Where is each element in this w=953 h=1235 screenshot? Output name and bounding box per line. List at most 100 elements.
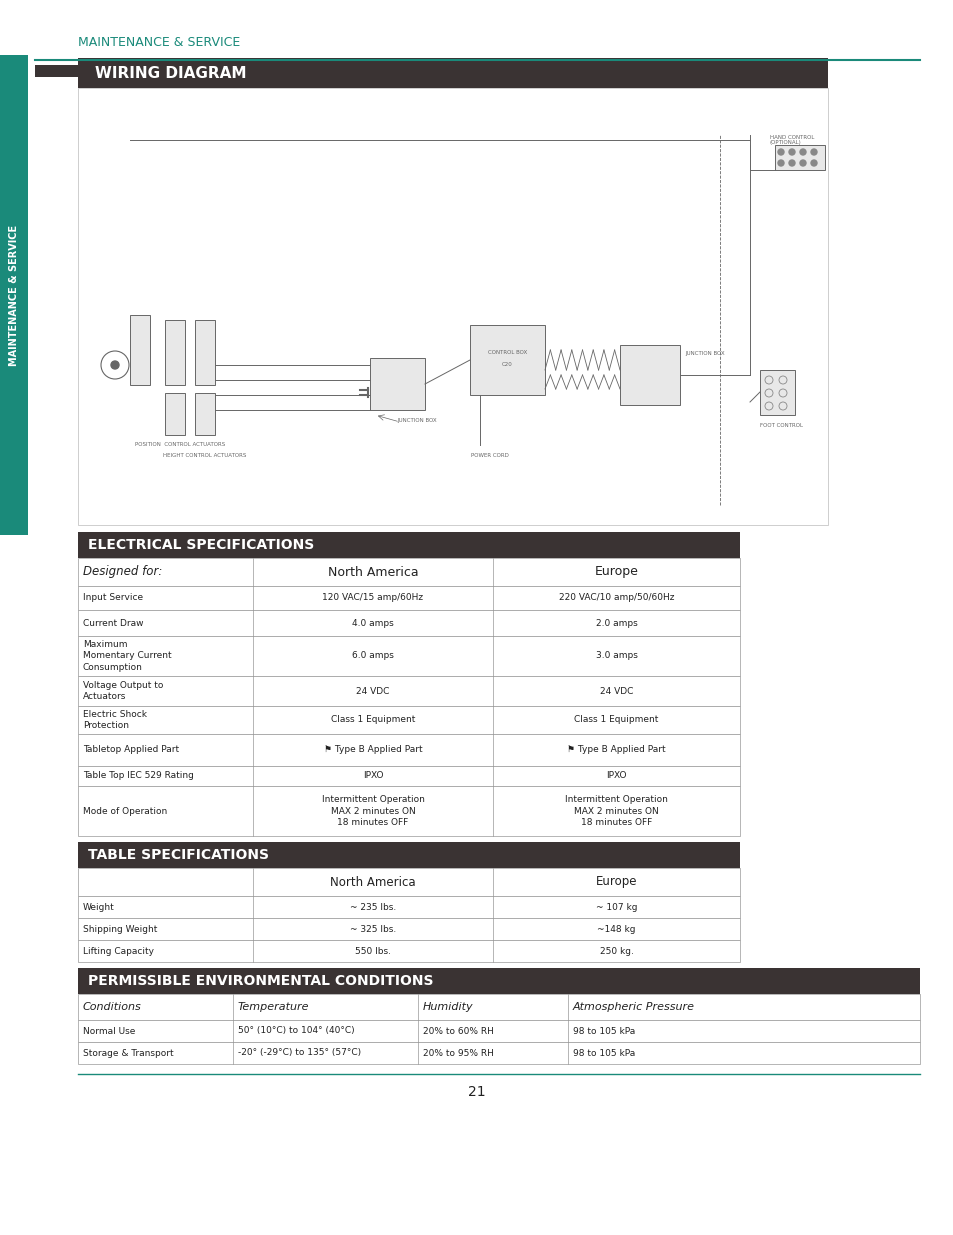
FancyBboxPatch shape: [78, 968, 919, 994]
Text: Shipping Weight: Shipping Weight: [83, 925, 157, 934]
FancyBboxPatch shape: [78, 1042, 919, 1065]
Text: ⚑ Type B Applied Part: ⚑ Type B Applied Part: [323, 746, 422, 755]
Text: Intermittent Operation
MAX 2 minutes ON
18 minutes OFF: Intermittent Operation MAX 2 minutes ON …: [321, 795, 424, 826]
Circle shape: [800, 161, 805, 165]
Text: HAND CONTROL: HAND CONTROL: [769, 135, 814, 140]
FancyBboxPatch shape: [165, 393, 185, 435]
Text: JUNCTION BOX: JUNCTION BOX: [397, 417, 436, 424]
Text: Intermittent Operation
MAX 2 minutes ON
18 minutes OFF: Intermittent Operation MAX 2 minutes ON …: [564, 795, 667, 826]
FancyBboxPatch shape: [78, 636, 740, 676]
Text: Input Service: Input Service: [83, 594, 143, 603]
Text: 20% to 95% RH: 20% to 95% RH: [422, 1049, 494, 1057]
Text: Weight: Weight: [83, 903, 114, 911]
Text: 6.0 amps: 6.0 amps: [352, 652, 394, 661]
Text: 220 VAC/10 amp/50/60Hz: 220 VAC/10 amp/50/60Hz: [558, 594, 674, 603]
FancyBboxPatch shape: [78, 994, 919, 1020]
Text: Europe: Europe: [594, 566, 638, 578]
Text: ~ 107 kg: ~ 107 kg: [595, 903, 637, 911]
Text: Humidity: Humidity: [422, 1002, 473, 1011]
Text: IPXO: IPXO: [362, 772, 383, 781]
Text: 4.0 amps: 4.0 amps: [352, 619, 394, 627]
Text: Europe: Europe: [595, 876, 637, 888]
FancyBboxPatch shape: [78, 842, 740, 868]
FancyBboxPatch shape: [78, 88, 827, 525]
Text: Conditions: Conditions: [83, 1002, 142, 1011]
FancyBboxPatch shape: [78, 532, 740, 558]
Text: FOOT CONTROL: FOOT CONTROL: [760, 424, 802, 429]
Text: ⚑ Type B Applied Part: ⚑ Type B Applied Part: [567, 746, 665, 755]
Text: Lifting Capacity: Lifting Capacity: [83, 946, 153, 956]
FancyBboxPatch shape: [0, 56, 28, 535]
Text: POSITION  CONTROL ACTUATORS: POSITION CONTROL ACTUATORS: [134, 442, 225, 447]
Text: North America: North America: [327, 566, 417, 578]
Text: 98 to 105 kPa: 98 to 105 kPa: [573, 1026, 635, 1035]
Text: JUNCTION BOX: JUNCTION BOX: [684, 351, 724, 356]
Text: Tabletop Applied Part: Tabletop Applied Part: [83, 746, 179, 755]
Text: ~148 kg: ~148 kg: [597, 925, 635, 934]
Circle shape: [788, 149, 794, 156]
Circle shape: [788, 161, 794, 165]
FancyBboxPatch shape: [78, 558, 740, 585]
FancyBboxPatch shape: [78, 676, 740, 706]
Circle shape: [778, 161, 783, 165]
FancyBboxPatch shape: [78, 610, 740, 636]
FancyBboxPatch shape: [165, 320, 185, 385]
FancyBboxPatch shape: [194, 393, 214, 435]
Text: ~ 235 lbs.: ~ 235 lbs.: [350, 903, 395, 911]
FancyBboxPatch shape: [130, 315, 150, 385]
Circle shape: [810, 161, 816, 165]
Text: Storage & Transport: Storage & Transport: [83, 1049, 173, 1057]
FancyBboxPatch shape: [370, 358, 424, 410]
FancyBboxPatch shape: [78, 868, 740, 897]
Text: 2.0 amps: 2.0 amps: [595, 619, 637, 627]
Text: ELECTRICAL SPECIFICATIONS: ELECTRICAL SPECIFICATIONS: [88, 538, 314, 552]
Text: C20: C20: [501, 363, 513, 368]
Text: Temperature: Temperature: [237, 1002, 309, 1011]
Text: HEIGHT CONTROL ACTUATORS: HEIGHT CONTROL ACTUATORS: [163, 453, 247, 458]
Text: 21: 21: [468, 1086, 485, 1099]
Text: MAINTENANCE & SERVICE: MAINTENANCE & SERVICE: [9, 225, 19, 366]
Text: Mode of Operation: Mode of Operation: [83, 806, 167, 815]
Text: 20% to 60% RH: 20% to 60% RH: [422, 1026, 494, 1035]
Text: Table Top IEC 529 Rating: Table Top IEC 529 Rating: [83, 772, 193, 781]
Text: 3.0 amps: 3.0 amps: [595, 652, 637, 661]
FancyBboxPatch shape: [194, 320, 214, 385]
Text: WIRING DIAGRAM: WIRING DIAGRAM: [95, 65, 246, 80]
Circle shape: [111, 361, 119, 369]
FancyBboxPatch shape: [774, 144, 824, 170]
Text: 50° (10°C) to 104° (40°C): 50° (10°C) to 104° (40°C): [237, 1026, 355, 1035]
FancyBboxPatch shape: [78, 897, 740, 918]
Text: 120 VAC/15 amp/60Hz: 120 VAC/15 amp/60Hz: [322, 594, 423, 603]
FancyBboxPatch shape: [78, 766, 740, 785]
Text: North America: North America: [330, 876, 416, 888]
FancyBboxPatch shape: [78, 734, 740, 766]
FancyBboxPatch shape: [78, 918, 740, 940]
Text: Electric Shock
Protection: Electric Shock Protection: [83, 710, 147, 730]
Text: 98 to 105 kPa: 98 to 105 kPa: [573, 1049, 635, 1057]
Text: PERMISSIBLE ENVIRONMENTAL CONDITIONS: PERMISSIBLE ENVIRONMENTAL CONDITIONS: [88, 974, 433, 988]
FancyBboxPatch shape: [78, 706, 740, 734]
Text: IPXO: IPXO: [605, 772, 626, 781]
Text: 24 VDC: 24 VDC: [355, 687, 389, 695]
Circle shape: [800, 149, 805, 156]
Text: Maximum
Momentary Current
Consumption: Maximum Momentary Current Consumption: [83, 641, 172, 672]
Text: Normal Use: Normal Use: [83, 1026, 135, 1035]
Text: Class 1 Equipment: Class 1 Equipment: [331, 715, 415, 725]
FancyBboxPatch shape: [470, 325, 544, 395]
Text: ~ 325 lbs.: ~ 325 lbs.: [350, 925, 395, 934]
Text: Voltage Output to
Actuators: Voltage Output to Actuators: [83, 680, 163, 701]
Text: POWER CORD: POWER CORD: [471, 453, 508, 458]
Text: 24 VDC: 24 VDC: [599, 687, 633, 695]
FancyBboxPatch shape: [760, 370, 794, 415]
Text: Designed for:: Designed for:: [83, 566, 162, 578]
FancyBboxPatch shape: [78, 1020, 919, 1042]
Circle shape: [810, 149, 816, 156]
FancyBboxPatch shape: [78, 585, 740, 610]
Text: Class 1 Equipment: Class 1 Equipment: [574, 715, 658, 725]
Text: TABLE SPECIFICATIONS: TABLE SPECIFICATIONS: [88, 848, 269, 862]
FancyBboxPatch shape: [78, 58, 827, 88]
Text: 550 lbs.: 550 lbs.: [355, 946, 391, 956]
FancyBboxPatch shape: [35, 65, 230, 77]
Text: MAINTENANCE & SERVICE: MAINTENANCE & SERVICE: [78, 37, 240, 49]
FancyBboxPatch shape: [619, 345, 679, 405]
